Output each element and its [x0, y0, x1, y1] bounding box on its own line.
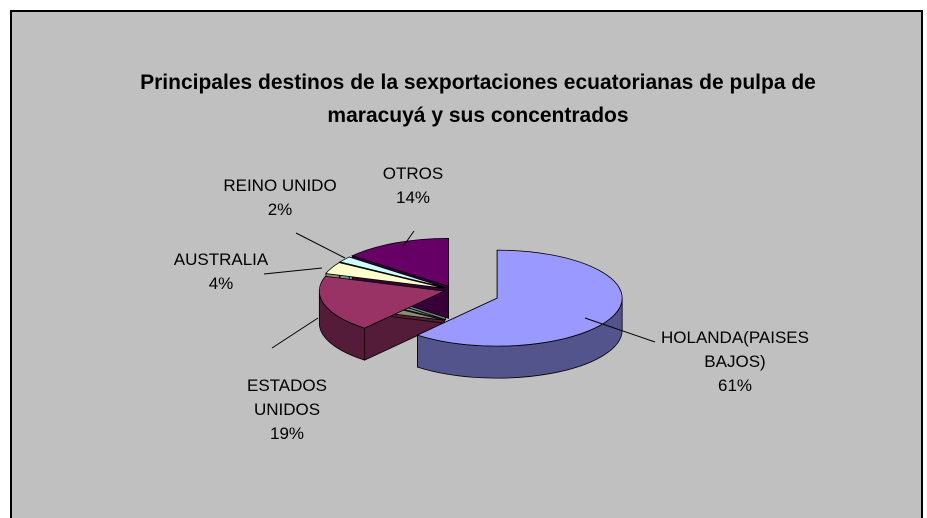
slice	[351, 237, 449, 287]
slice	[325, 262, 445, 289]
value-label: 2%	[267, 200, 293, 219]
data-label: HOLANDA(PAISES BAJOS) 61%	[660, 326, 810, 398]
leader-line	[401, 230, 415, 249]
category-name: AUSTRALIA	[173, 250, 269, 269]
leader-line	[295, 232, 346, 259]
leader-line	[263, 267, 323, 275]
leader-line	[271, 317, 319, 349]
value-label: 19%	[269, 424, 305, 443]
chart-area	[10, 10, 923, 518]
data-label: ESTADOS UNIDOS 19%	[237, 374, 337, 446]
slice	[318, 275, 446, 329]
category-name: OTROS	[382, 164, 444, 183]
category-name: ESTADOS UNIDOS	[247, 376, 327, 419]
slice	[338, 256, 446, 289]
leader-line	[584, 317, 656, 343]
category-name: REINO UNIDO	[223, 176, 337, 195]
value-label: 4%	[208, 274, 234, 293]
chart-title: Principales destinos de la sexportacione…	[140, 71, 816, 127]
category-name: HOLANDA(PAISES BAJOS)	[660, 328, 809, 371]
data-label: OTROS 14%	[373, 162, 453, 210]
data-label: REINO UNIDO 2%	[215, 174, 345, 222]
data-label: AUSTRALIA 4%	[161, 248, 281, 296]
slice	[416, 249, 623, 347]
value-label: 14%	[395, 188, 431, 207]
value-label: 61%	[717, 376, 753, 395]
